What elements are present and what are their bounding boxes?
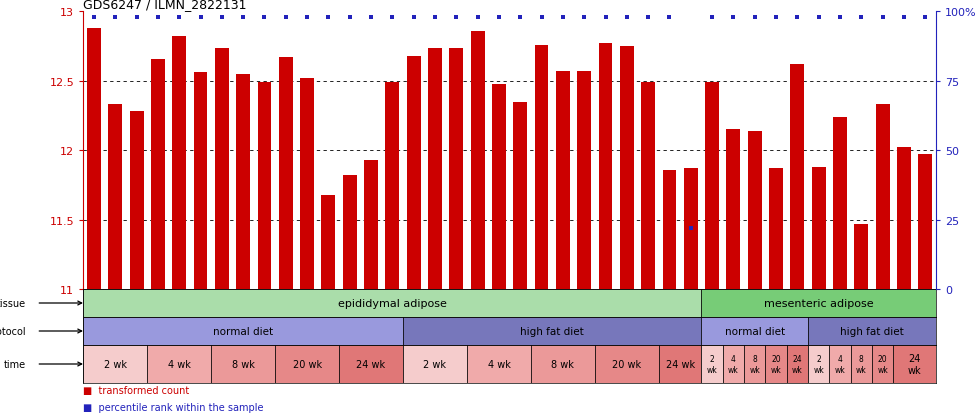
Bar — [894, 345, 936, 383]
Bar — [492, 84, 506, 289]
Text: 2 wk: 2 wk — [423, 359, 447, 369]
Bar — [876, 105, 890, 289]
Bar — [706, 83, 719, 289]
Text: high fat diet: high fat diet — [840, 326, 904, 336]
Bar — [808, 317, 936, 345]
Text: 2
wk: 2 wk — [707, 354, 717, 374]
Bar — [702, 317, 808, 345]
Text: 24
wk: 24 wk — [907, 354, 921, 375]
Bar — [151, 59, 165, 289]
Bar — [829, 345, 851, 383]
Text: high fat diet: high fat diet — [520, 326, 584, 336]
Bar — [514, 102, 527, 289]
Bar — [300, 79, 314, 289]
Bar — [662, 170, 676, 289]
Bar — [129, 112, 143, 289]
Bar — [599, 44, 612, 289]
Bar — [765, 345, 787, 383]
Bar — [109, 105, 122, 289]
Bar — [744, 345, 765, 383]
Bar — [748, 131, 761, 289]
Bar — [620, 47, 634, 289]
Text: normal diet: normal diet — [724, 326, 785, 336]
Text: 20 wk: 20 wk — [293, 359, 321, 369]
Bar — [833, 118, 847, 289]
Bar — [403, 317, 702, 345]
Bar — [215, 48, 228, 289]
Bar — [702, 289, 936, 317]
Bar — [236, 75, 250, 289]
Bar — [212, 345, 275, 383]
Bar — [385, 83, 399, 289]
Bar — [531, 345, 595, 383]
Text: epididymal adipose: epididymal adipose — [338, 298, 447, 308]
Text: 4 wk: 4 wk — [487, 359, 511, 369]
Text: GDS6247 / ILMN_2822131: GDS6247 / ILMN_2822131 — [83, 0, 247, 11]
Bar — [769, 169, 783, 289]
Bar — [87, 29, 101, 289]
Text: ■  transformed count: ■ transformed count — [83, 386, 189, 396]
Text: normal diet: normal diet — [213, 326, 273, 336]
Text: tissue: tissue — [0, 298, 26, 308]
Bar — [407, 57, 420, 289]
Text: 24
wk: 24 wk — [792, 354, 803, 374]
Text: 20
wk: 20 wk — [770, 354, 781, 374]
Bar — [659, 345, 702, 383]
Text: 8
wk: 8 wk — [750, 354, 760, 374]
Bar — [556, 72, 569, 289]
Text: protocol: protocol — [0, 326, 26, 336]
Text: ■  percentile rank within the sample: ■ percentile rank within the sample — [83, 402, 264, 412]
Bar — [808, 345, 829, 383]
Bar — [83, 317, 403, 345]
Bar — [470, 32, 484, 289]
Bar — [172, 37, 186, 289]
Text: 2 wk: 2 wk — [104, 359, 126, 369]
Bar — [811, 167, 825, 289]
Text: 8
wk: 8 wk — [856, 354, 866, 374]
Text: 8 wk: 8 wk — [231, 359, 255, 369]
Bar — [577, 72, 591, 289]
Text: 24 wk: 24 wk — [665, 359, 695, 369]
Bar — [365, 161, 378, 289]
Bar — [258, 83, 271, 289]
Bar — [787, 345, 808, 383]
Bar — [791, 65, 805, 289]
Bar — [83, 345, 147, 383]
Bar — [147, 345, 212, 383]
Text: time: time — [4, 359, 26, 369]
Text: 24 wk: 24 wk — [357, 359, 385, 369]
Bar — [595, 345, 659, 383]
Bar — [726, 130, 740, 289]
Bar — [872, 345, 894, 383]
Text: 4
wk: 4 wk — [835, 354, 846, 374]
Text: 20 wk: 20 wk — [612, 359, 641, 369]
Text: 2
wk: 2 wk — [813, 354, 824, 374]
Bar — [641, 83, 655, 289]
Bar — [450, 48, 464, 289]
Text: mesenteric adipose: mesenteric adipose — [763, 298, 873, 308]
Bar — [897, 148, 910, 289]
Bar — [194, 74, 208, 289]
Bar — [339, 345, 403, 383]
Bar — [428, 48, 442, 289]
Bar — [702, 345, 723, 383]
Bar — [83, 289, 702, 317]
Bar — [855, 224, 868, 289]
Text: 4 wk: 4 wk — [168, 359, 191, 369]
Text: 20
wk: 20 wk — [877, 354, 888, 374]
Bar — [851, 345, 872, 383]
Bar — [684, 169, 698, 289]
Bar — [279, 58, 293, 289]
Bar — [723, 345, 744, 383]
Text: 4
wk: 4 wk — [728, 354, 739, 374]
Bar — [918, 155, 932, 289]
Bar — [467, 345, 531, 383]
Bar — [343, 176, 357, 289]
Bar — [535, 45, 549, 289]
Bar — [321, 195, 335, 289]
Bar — [403, 345, 467, 383]
Text: 8 wk: 8 wk — [552, 359, 574, 369]
Bar — [275, 345, 339, 383]
